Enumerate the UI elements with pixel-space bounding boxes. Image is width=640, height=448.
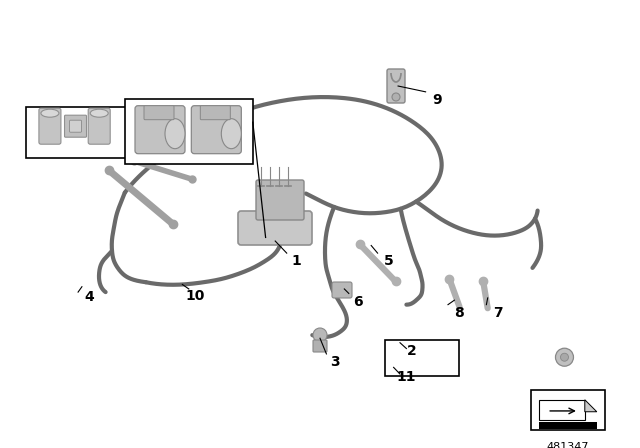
Ellipse shape: [221, 119, 241, 149]
Text: 10: 10: [186, 289, 205, 303]
Text: 481347: 481347: [547, 442, 589, 448]
Circle shape: [556, 348, 573, 366]
Circle shape: [561, 353, 568, 361]
Polygon shape: [585, 400, 596, 412]
Text: 7: 7: [493, 306, 502, 320]
Bar: [385, 340, 459, 376]
Bar: [26, 107, 131, 158]
FancyBboxPatch shape: [200, 106, 230, 120]
FancyBboxPatch shape: [65, 115, 86, 137]
Bar: [539, 400, 585, 420]
Ellipse shape: [90, 109, 108, 117]
FancyBboxPatch shape: [70, 120, 81, 132]
Bar: [125, 99, 253, 164]
Bar: [539, 422, 596, 429]
Text: 8: 8: [454, 306, 464, 320]
FancyBboxPatch shape: [387, 69, 405, 103]
Text: 2: 2: [406, 344, 416, 358]
Text: 3: 3: [330, 355, 340, 369]
Ellipse shape: [41, 109, 59, 117]
Text: 6: 6: [353, 295, 363, 309]
Circle shape: [392, 93, 400, 101]
Text: 5: 5: [384, 254, 394, 268]
Text: 9: 9: [432, 93, 442, 107]
FancyBboxPatch shape: [135, 106, 185, 154]
FancyBboxPatch shape: [88, 108, 110, 144]
Text: 4: 4: [84, 290, 94, 304]
Ellipse shape: [165, 119, 185, 149]
FancyBboxPatch shape: [191, 106, 241, 154]
Text: 11: 11: [397, 370, 416, 384]
Circle shape: [313, 328, 327, 342]
Bar: [531, 390, 605, 430]
FancyBboxPatch shape: [332, 282, 352, 298]
FancyBboxPatch shape: [39, 108, 61, 144]
Text: 1: 1: [291, 254, 301, 268]
FancyBboxPatch shape: [313, 340, 327, 352]
FancyBboxPatch shape: [256, 180, 304, 220]
FancyBboxPatch shape: [144, 106, 174, 120]
FancyBboxPatch shape: [238, 211, 312, 245]
